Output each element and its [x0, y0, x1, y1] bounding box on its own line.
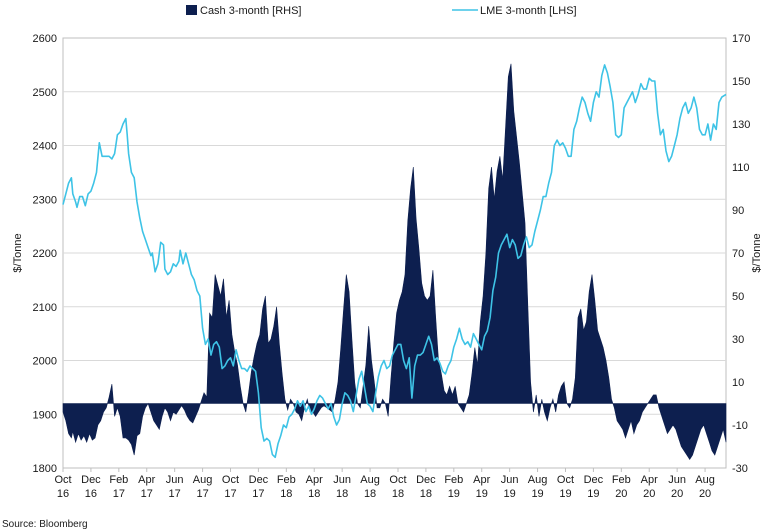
x-tick-year: 17 — [196, 488, 208, 500]
y-left-tick-label: 2600 — [33, 33, 57, 45]
y-left-tick-label: 2500 — [33, 87, 57, 99]
x-tick-month: Jun — [668, 474, 686, 486]
x-tick-year: 18 — [280, 488, 292, 500]
x-tick-year: 17 — [141, 488, 153, 500]
x-tick-month: Aug — [193, 474, 213, 486]
x-tick-month: Dec — [81, 474, 101, 486]
x-tick-month: Oct — [54, 474, 71, 486]
cash-3-month-area — [62, 63, 727, 460]
x-tick-month: Aug — [528, 474, 548, 486]
x-tick-year: 17 — [169, 488, 181, 500]
x-tick-month: Apr — [641, 474, 658, 486]
y-left-tick-label: 2100 — [33, 302, 57, 314]
legend-label-cash: Cash 3-month [RHS] — [200, 5, 301, 17]
y-right-tick-label: 170 — [732, 33, 750, 45]
y-left-tick-label: 2300 — [33, 194, 57, 206]
x-tick-year: 20 — [615, 488, 627, 500]
x-tick-year: 20 — [699, 488, 711, 500]
x-tick-year: 16 — [57, 488, 69, 500]
y-right-tick-label: 70 — [732, 248, 744, 260]
legend-label-lme: LME 3-month [LHS] — [480, 5, 577, 17]
x-tick-year: 20 — [671, 488, 683, 500]
x-tick-year: 18 — [308, 488, 320, 500]
y-axis-left-title: $/Tonne — [12, 233, 24, 272]
y-left-tick-label: 2400 — [33, 141, 57, 153]
y-right-tick-label: -30 — [732, 463, 748, 475]
y-right-tick-label: 90 — [732, 205, 744, 217]
x-tick-month: Dec — [249, 474, 269, 486]
x-tick-month: Aug — [695, 474, 715, 486]
legend: Cash 3-month [RHS] LME 3-month [LHS] — [186, 5, 577, 17]
x-tick-month: Apr — [306, 474, 323, 486]
x-axis-ticks: Oct 16 Dec 16 Feb 17 Apr 17 Jun 17 Aug 17 Oct 17 Dec 17… — [54, 468, 715, 500]
y-axis-right-title: $/Tonne — [751, 233, 763, 272]
x-tick-year: 16 — [85, 488, 97, 500]
y-left-tick-label: 2000 — [33, 356, 57, 368]
x-tick-month: Jun — [166, 474, 184, 486]
x-tick-year: 19 — [587, 488, 599, 500]
x-tick-month: Jun — [501, 474, 519, 486]
x-tick-month: Oct — [389, 474, 406, 486]
x-tick-month: Apr — [138, 474, 155, 486]
x-tick-year: 19 — [448, 488, 460, 500]
source-note: Source: Bloomberg — [2, 519, 88, 530]
x-tick-year: 18 — [336, 488, 348, 500]
x-tick-year: 18 — [420, 488, 432, 500]
x-tick-year: 17 — [252, 488, 264, 500]
lme-3-month-line — [62, 64, 727, 459]
y-axis-left-ticks: 1800 1900 2000 2100 2200 2300 2400 2500 2600 — [33, 33, 57, 475]
x-tick-month: Dec — [584, 474, 604, 486]
x-tick-year: 19 — [559, 488, 571, 500]
y-axis-right-ticks: -30 -10 10 30 50 70 90 110 130 150 170 — [732, 33, 750, 475]
x-tick-year: 20 — [643, 488, 655, 500]
x-tick-year: 19 — [531, 488, 543, 500]
x-tick-year: 17 — [113, 488, 125, 500]
x-tick-month: Feb — [277, 474, 296, 486]
x-tick-year: 19 — [504, 488, 516, 500]
x-tick-year: 18 — [364, 488, 376, 500]
x-tick-month: Oct — [557, 474, 574, 486]
y-right-tick-label: 50 — [732, 291, 744, 303]
x-tick-month: Feb — [109, 474, 128, 486]
y-right-tick-label: 150 — [732, 76, 750, 88]
x-tick-month: Dec — [416, 474, 436, 486]
x-tick-year: 18 — [392, 488, 404, 500]
x-tick-month: Apr — [473, 474, 490, 486]
y-left-tick-label: 1900 — [33, 409, 57, 421]
x-tick-month: Feb — [444, 474, 463, 486]
x-tick-month: Jun — [333, 474, 351, 486]
y-right-tick-label: 30 — [732, 334, 744, 346]
y-right-tick-label: 130 — [732, 119, 750, 131]
y-left-tick-label: 2200 — [33, 248, 57, 260]
cash-3-month-series — [62, 63, 727, 460]
x-tick-month: Oct — [222, 474, 239, 486]
x-tick-year: 19 — [476, 488, 488, 500]
legend-swatch-cash — [186, 5, 197, 15]
y-right-tick-label: 110 — [732, 162, 750, 174]
x-tick-month: Aug — [360, 474, 380, 486]
y-left-tick-label: 1800 — [33, 463, 57, 475]
lme-3-month-series — [62, 64, 727, 459]
x-tick-month: Feb — [612, 474, 631, 486]
y-right-tick-label: 10 — [732, 377, 744, 389]
y-right-tick-label: -10 — [732, 420, 748, 432]
x-tick-year: 17 — [224, 488, 236, 500]
